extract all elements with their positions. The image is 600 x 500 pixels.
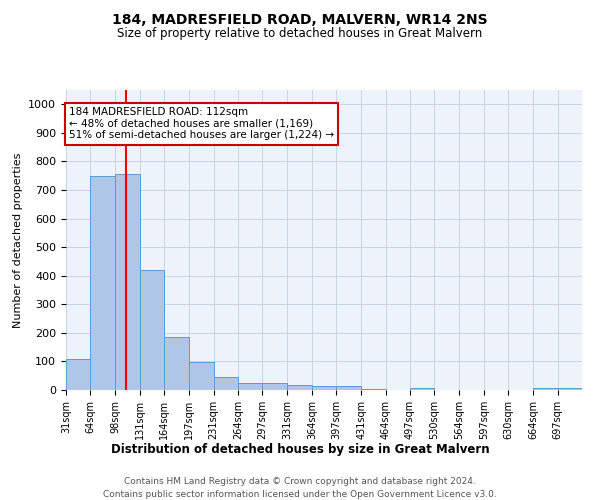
Bar xyxy=(410,388,434,390)
Bar xyxy=(336,386,361,390)
Text: Distribution of detached houses by size in Great Malvern: Distribution of detached houses by size … xyxy=(110,442,490,456)
Bar xyxy=(312,386,336,390)
Bar xyxy=(238,384,262,390)
Bar xyxy=(66,358,91,390)
Y-axis label: Number of detached properties: Number of detached properties xyxy=(13,152,23,328)
Bar xyxy=(557,388,582,390)
Text: 184 MADRESFIELD ROAD: 112sqm
← 48% of detached houses are smaller (1,169)
51% of: 184 MADRESFIELD ROAD: 112sqm ← 48% of de… xyxy=(69,107,334,140)
Text: Contains public sector information licensed under the Open Government Licence v3: Contains public sector information licen… xyxy=(103,490,497,499)
Bar xyxy=(91,176,115,390)
Bar xyxy=(287,385,312,390)
Bar xyxy=(115,174,140,390)
Bar xyxy=(140,270,164,390)
Text: 184, MADRESFIELD ROAD, MALVERN, WR14 2NS: 184, MADRESFIELD ROAD, MALVERN, WR14 2NS xyxy=(112,12,488,26)
Bar xyxy=(533,388,557,390)
Bar xyxy=(188,362,214,390)
Bar xyxy=(214,377,238,390)
Text: Contains HM Land Registry data © Crown copyright and database right 2024.: Contains HM Land Registry data © Crown c… xyxy=(124,478,476,486)
Text: Size of property relative to detached houses in Great Malvern: Size of property relative to detached ho… xyxy=(118,28,482,40)
Bar xyxy=(361,388,386,390)
Bar xyxy=(164,337,188,390)
Bar xyxy=(262,383,287,390)
